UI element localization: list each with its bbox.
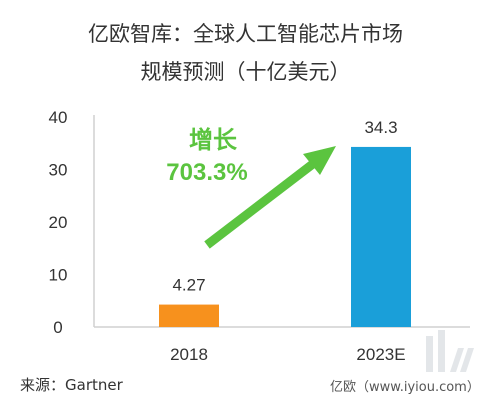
growth-annotation: 增长 703.3% [166,126,336,249]
chart-title-line1: 亿欧智库：全球人工智能芯片市场 [88,22,403,46]
chart-labels: 4.27 2018 34.3 2023E [170,118,406,364]
x-category-label: 2018 [170,345,208,364]
y-tick-label: 30 [49,161,68,180]
y-tick-label: 10 [49,266,68,285]
chart-bars [159,146,411,327]
x-category-label: 2023E [356,345,405,364]
growth-arrow-head [303,146,336,175]
chart-axes: 0 10 20 30 40 [49,108,470,337]
source-note: 来源：Gartner [20,376,123,394]
growth-label: 增长 [189,126,238,154]
credit-note: 亿欧（www.iyiou.com） [330,380,480,395]
growth-percent-label: 703.3% [166,159,247,186]
bar-value-label: 34.3 [364,118,397,137]
y-tick-label: 0 [53,318,62,337]
y-tick-label: 40 [49,108,68,127]
chart-title-line2: 规模预测（十亿美元） [140,60,351,84]
growth-arrow-shaft [204,156,321,249]
y-tick-label: 20 [49,213,68,232]
bar [351,146,411,327]
bar [159,304,219,327]
bar-value-label: 4.27 [172,276,205,295]
watermark-logo-icon [426,330,474,372]
